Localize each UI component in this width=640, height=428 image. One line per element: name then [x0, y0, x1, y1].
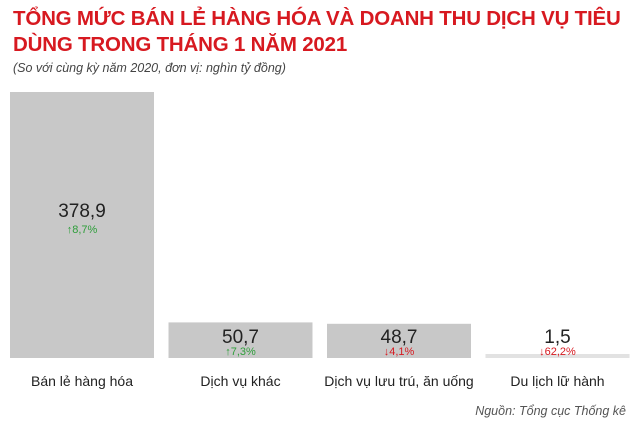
value-label: 1,5	[544, 327, 570, 348]
category-label: Du lịch lữ hành	[510, 373, 604, 389]
category-label: Bán lẻ hàng hóa	[31, 373, 133, 389]
source-note: Nguồn: Tổng cục Thống kê	[475, 404, 626, 418]
value-label: 50,7	[222, 327, 259, 348]
bar-1	[10, 92, 154, 358]
chart-subtitle: (So với cùng kỳ năm 2020, đơn vị: nghìn …	[13, 61, 286, 75]
category-label: Dịch vụ khác	[200, 373, 280, 389]
bar-3	[327, 323, 471, 358]
category-label: Dịch vụ lưu trú, ăn uống	[324, 373, 473, 389]
chart-title: TỔNG MỨC BÁN LẺ HÀNG HÓA VÀ DOANH THU DỊ…	[13, 7, 621, 56]
change-label: ↓4,1%	[384, 346, 415, 358]
bar-2	[168, 322, 313, 358]
change-label: ↑8,7%	[67, 224, 98, 236]
change-label: ↓62,2%	[539, 346, 576, 358]
change-label: ↑7,3%	[225, 346, 256, 358]
value-label: 48,7	[381, 327, 418, 348]
bar-4	[485, 354, 630, 358]
value-label: 378,9	[58, 201, 106, 222]
